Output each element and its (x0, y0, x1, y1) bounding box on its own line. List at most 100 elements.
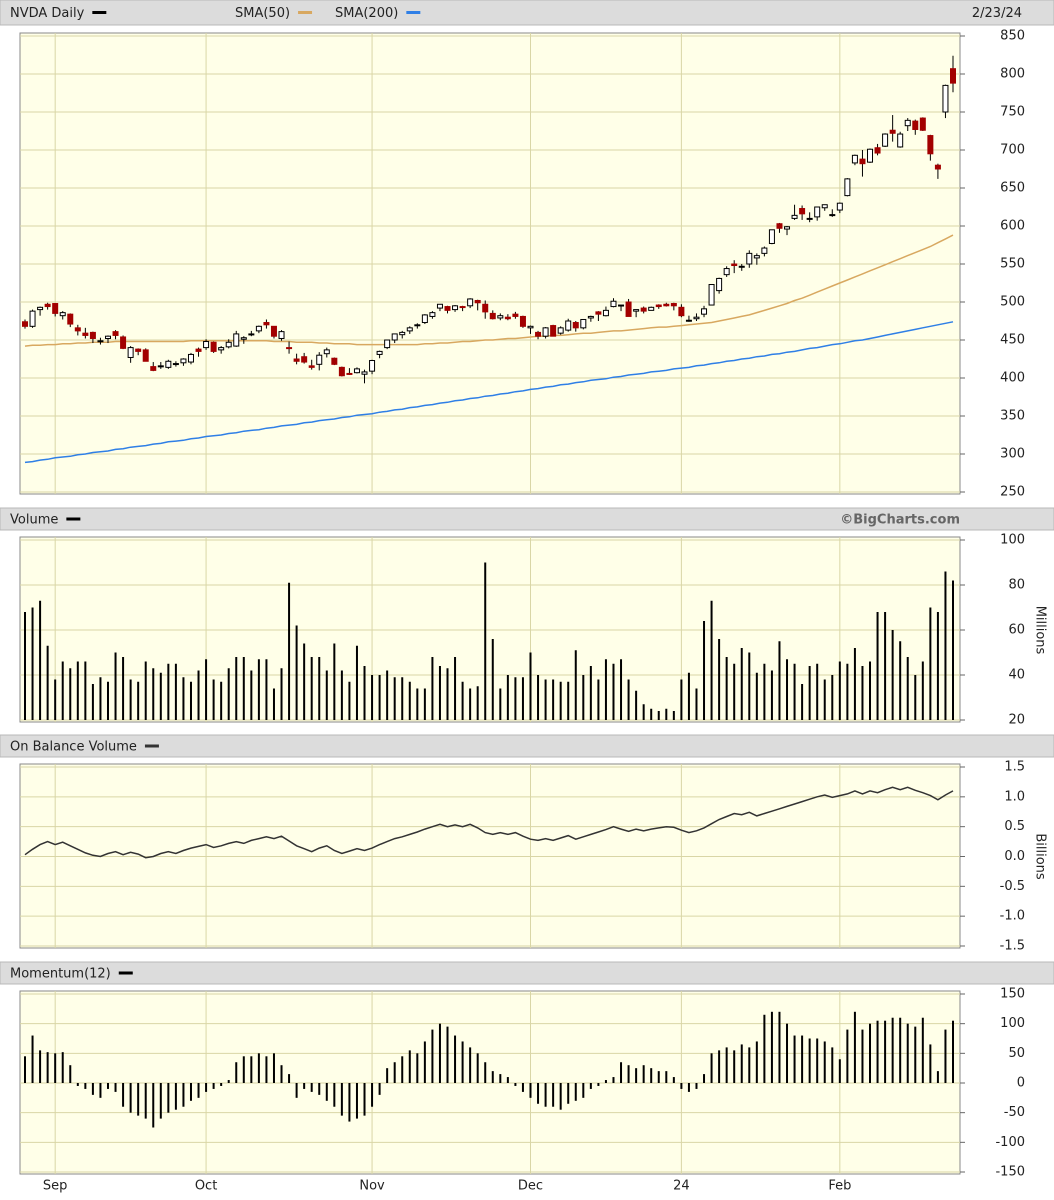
bar (718, 1050, 721, 1083)
bar (167, 1083, 170, 1113)
y-tick-label: 500 (1000, 295, 1025, 310)
x-tick-label: Nov (359, 1179, 385, 1194)
candle-body (746, 252, 753, 265)
bar (703, 621, 706, 720)
bar (454, 657, 457, 720)
bar (242, 657, 245, 720)
bar (69, 1065, 72, 1083)
bar (242, 1056, 245, 1083)
bar (816, 663, 819, 720)
bar (574, 1083, 577, 1101)
bar (574, 650, 577, 720)
candle-body (346, 372, 353, 375)
legend-label: On Balance Volume (10, 740, 137, 755)
bar (914, 1026, 917, 1083)
bar (537, 675, 540, 720)
y-tick-label: -150 (995, 1165, 1025, 1180)
candle-body (655, 304, 662, 308)
bar (393, 677, 396, 720)
candle-body (97, 340, 104, 343)
candle-body (120, 336, 127, 349)
bar (348, 681, 351, 720)
bar (423, 688, 426, 720)
bar (46, 645, 49, 720)
bar (921, 1017, 924, 1083)
bar (431, 657, 434, 720)
bar (869, 1023, 872, 1083)
candle-body (919, 117, 926, 131)
bar (280, 668, 283, 720)
bar (484, 1062, 487, 1083)
candle-body (799, 208, 806, 215)
bar (257, 1053, 260, 1083)
bar (559, 681, 562, 720)
candle-body (912, 120, 919, 130)
bar (853, 1011, 856, 1083)
y-tick-label: 80 (1008, 578, 1025, 593)
bar (733, 663, 736, 720)
bar (499, 688, 502, 720)
bar (355, 645, 358, 720)
candle-body (791, 214, 798, 219)
y-tick-label: 150 (1000, 987, 1025, 1002)
bar (831, 675, 834, 720)
bar (521, 677, 524, 720)
candle-body (723, 268, 730, 276)
bar (808, 666, 811, 720)
bar (808, 1038, 811, 1083)
y-axis-label: Millions (1033, 606, 1048, 655)
bar (220, 1083, 223, 1086)
candle-body (497, 315, 504, 319)
bar (122, 657, 125, 720)
candle-body (112, 331, 119, 336)
candle-body (474, 299, 481, 304)
bar (454, 1035, 457, 1083)
bar (612, 1077, 615, 1083)
candle-body (904, 119, 911, 127)
bar (386, 670, 389, 720)
bar (778, 1011, 781, 1083)
candle-body (323, 349, 330, 355)
bar (725, 657, 728, 720)
bar (514, 1083, 517, 1086)
candle-body (376, 350, 383, 355)
candle-body (338, 366, 345, 377)
y-tick-label: -0.5 (1000, 879, 1025, 894)
bar (91, 1083, 94, 1095)
bar (665, 708, 668, 720)
bar (770, 670, 773, 720)
y-tick-label: 100 (1000, 533, 1025, 548)
bar (695, 688, 698, 720)
bar (340, 1083, 343, 1116)
bar (318, 1083, 321, 1095)
bar (212, 1083, 215, 1089)
bar (650, 708, 653, 720)
bar (952, 1020, 954, 1083)
bar (876, 612, 879, 720)
bar (944, 571, 947, 720)
bar (529, 1083, 532, 1098)
candle-body (482, 303, 489, 313)
bar (612, 663, 615, 720)
bar (416, 1053, 419, 1083)
candle-body (882, 133, 889, 147)
candle-body (851, 154, 858, 164)
legend-label: SMA(50) (235, 6, 290, 21)
candle-body (814, 206, 821, 218)
y-tick-label: 20 (1008, 713, 1025, 728)
bar (491, 639, 494, 720)
bar (295, 625, 298, 720)
candle-body (104, 335, 111, 339)
y-tick-label: -1.0 (1000, 909, 1025, 924)
y-tick-label: -1.5 (1000, 939, 1025, 954)
bar (24, 612, 26, 720)
bar (914, 675, 917, 720)
bar (137, 1083, 140, 1116)
bar (174, 663, 177, 720)
bar (137, 681, 140, 720)
candle-body (52, 303, 59, 314)
bar (84, 1083, 87, 1089)
bar (582, 1083, 585, 1098)
bar (869, 661, 872, 720)
bar (936, 612, 939, 720)
